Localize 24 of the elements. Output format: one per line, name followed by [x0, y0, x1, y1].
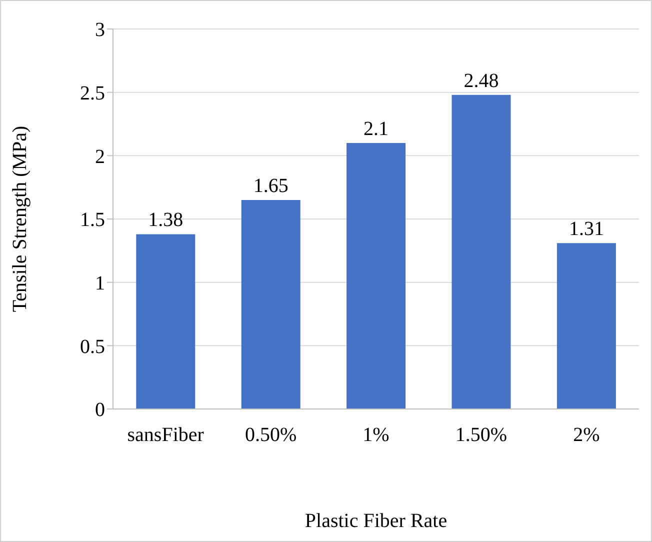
y-tick-label: 3	[95, 19, 105, 42]
y-tick-label: 0	[95, 399, 105, 422]
x-tick-label: 2%	[573, 424, 600, 446]
data-label: 2.48	[464, 70, 499, 92]
data-label: 2.1	[364, 118, 389, 140]
x-tick-label: 1%	[362, 424, 390, 446]
bar	[556, 243, 616, 409]
bar	[452, 94, 511, 409]
y-tick-label: 1	[95, 272, 105, 294]
y-tick-label: 2	[95, 146, 105, 168]
x-tick-label: 0.50%	[244, 424, 297, 446]
x-tick-label: sansFiber	[127, 424, 204, 446]
y-tick-label: 2.5	[80, 82, 105, 104]
x-axis-title: Plastic Fiber Rate	[304, 510, 448, 532]
y-tick-label: 1.5	[80, 209, 105, 232]
bar	[346, 143, 406, 409]
data-label: 1.38	[148, 209, 184, 232]
y-axis-title: Tensile Strength (MPa)	[9, 126, 32, 312]
data-label: 1.65	[253, 175, 288, 197]
data-label: 1.31	[568, 218, 604, 240]
y-tick-label: 0.5	[80, 336, 105, 358]
bar	[136, 234, 196, 409]
bar	[241, 200, 300, 409]
x-tick-label: 1.50%	[455, 424, 508, 446]
